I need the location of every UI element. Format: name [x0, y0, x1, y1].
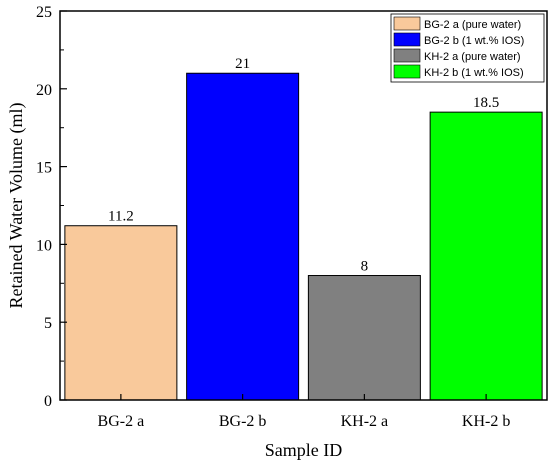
x-tick-label: KH-2 b	[462, 413, 510, 430]
legend-label: KH-2 b (1 wt.% IOS)	[424, 67, 524, 79]
y-tick-label: 0	[44, 393, 52, 410]
y-axis-ticks: 0 5 10 15 20 25	[36, 4, 67, 410]
y-axis-title: Retained Water Volume (ml)	[6, 102, 27, 308]
data-label: 21	[235, 56, 250, 72]
data-labels-group: 11.2 21 8 18.5	[108, 56, 499, 274]
data-label: 11.2	[108, 209, 134, 225]
data-label: 18.5	[473, 95, 499, 111]
y-tick-label: 15	[36, 160, 52, 177]
legend-label: KH-2 a (pure water)	[424, 51, 521, 63]
legend-swatch	[393, 32, 421, 47]
plot-frame	[59, 10, 548, 401]
legend: BG-2 a (pure water) BG-2 b (1 wt.% IOS) KH…	[390, 13, 545, 83]
legend-swatch	[393, 48, 421, 63]
y-tick-label: 20	[36, 82, 52, 99]
legend-label: BG-2 b (1 wt.% IOS)	[424, 35, 524, 47]
legend-label: BG-2 a (pure water)	[424, 19, 521, 31]
x-tick-label: KH-2 a	[341, 413, 389, 430]
bar-bg-2-b	[186, 72, 300, 401]
legend-swatch	[393, 64, 421, 79]
bar-kh-2-a	[307, 275, 421, 401]
y-tick-label: 25	[36, 4, 52, 21]
bars-group	[64, 72, 543, 401]
data-label: 8	[361, 259, 369, 275]
y-tick-label: 10	[36, 237, 52, 254]
bar-kh-2-b	[429, 111, 543, 401]
x-axis-ticks: BG-2 a BG-2 b KH-2 a KH-2 b	[98, 394, 510, 430]
x-tick-label: BG-2 a	[98, 413, 145, 430]
y-tick-label: 5	[44, 315, 52, 332]
x-axis-title: Sample ID	[265, 440, 342, 460]
x-tick-label: BG-2 b	[219, 413, 267, 430]
legend-swatch	[393, 16, 421, 31]
bar-bg-2-a	[64, 225, 178, 401]
